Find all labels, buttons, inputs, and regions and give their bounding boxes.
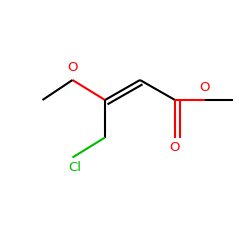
Text: O: O — [200, 81, 210, 94]
Text: O: O — [170, 141, 180, 154]
Text: Cl: Cl — [68, 161, 82, 174]
Text: O: O — [67, 61, 78, 74]
